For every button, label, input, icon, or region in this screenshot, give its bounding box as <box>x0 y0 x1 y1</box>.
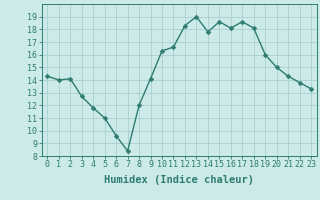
X-axis label: Humidex (Indice chaleur): Humidex (Indice chaleur) <box>104 175 254 185</box>
